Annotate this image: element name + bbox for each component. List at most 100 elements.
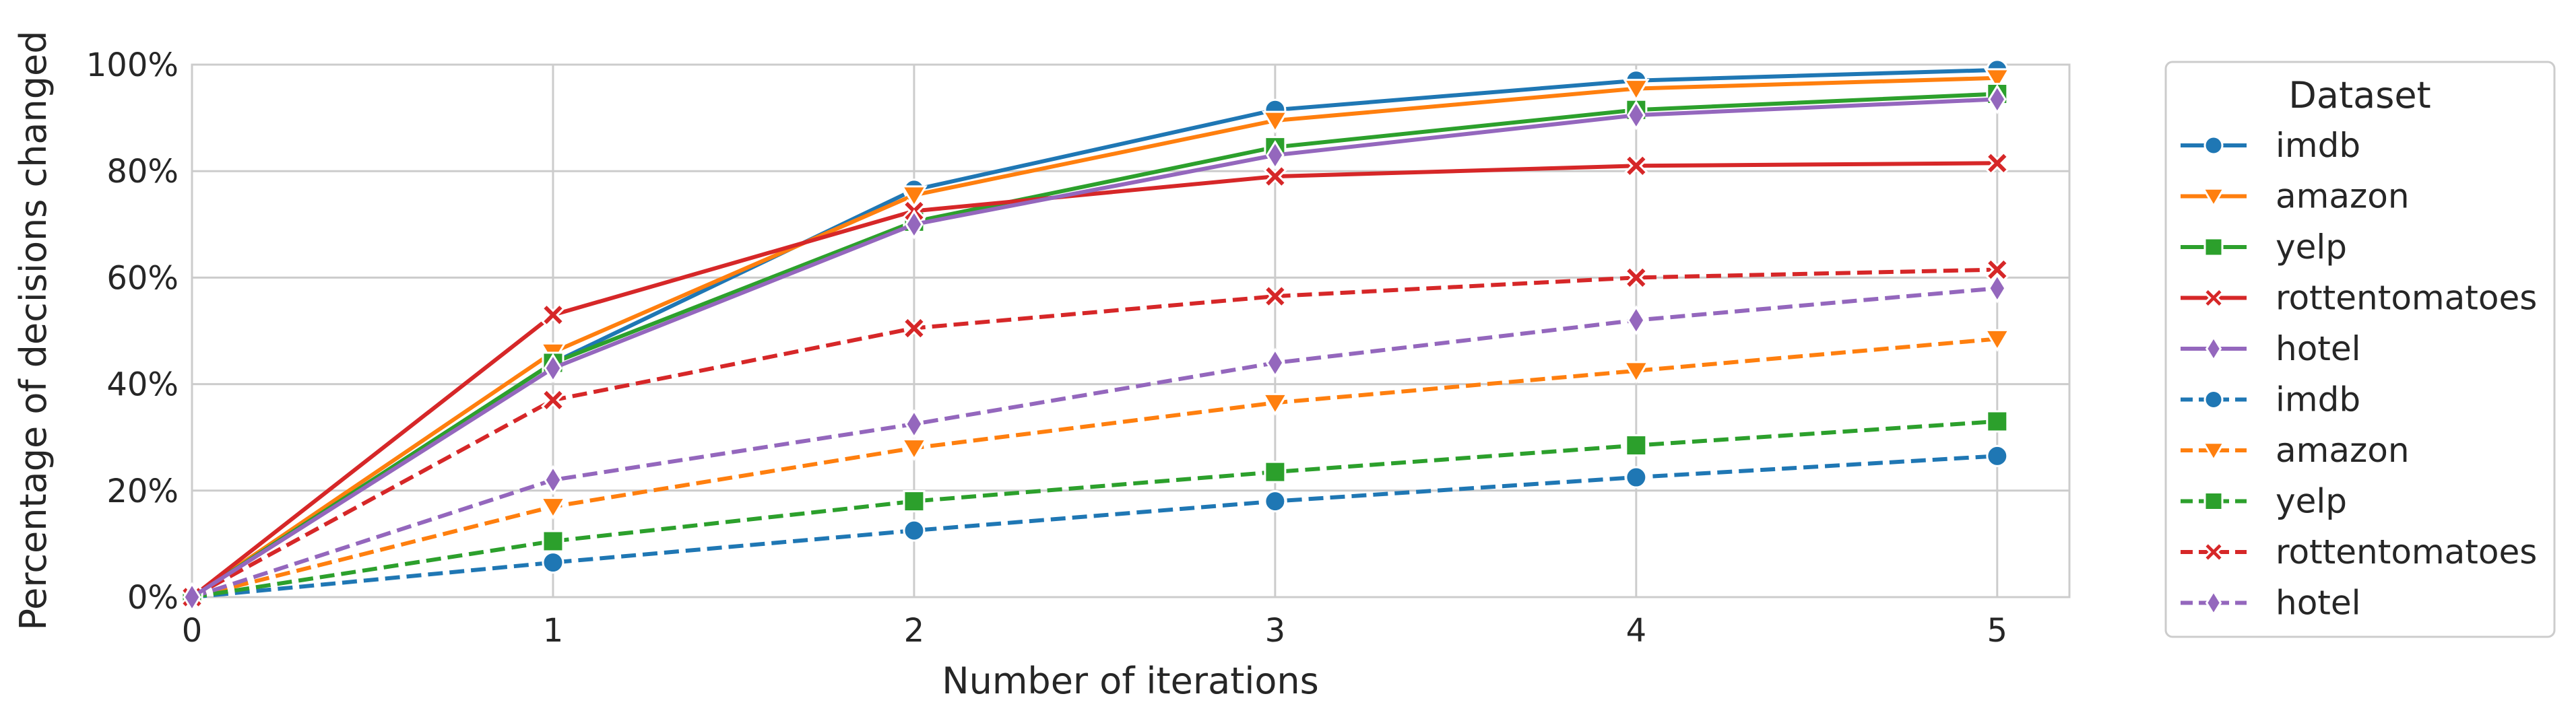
y-tick-label: 80% — [106, 153, 179, 191]
series-line — [191, 75, 1997, 599]
data-point — [2203, 541, 2224, 563]
legend-item: yelp — [2181, 228, 2347, 267]
x-tick-label: 0 — [182, 612, 203, 650]
data-point — [2205, 589, 2222, 617]
data-point — [1985, 151, 2009, 176]
data-point — [905, 209, 924, 240]
series-amazon-dashed — [179, 329, 2011, 611]
data-point — [1264, 460, 1287, 483]
data-point — [1988, 84, 2007, 114]
data-point — [1988, 273, 2007, 304]
y-tick-label: 40% — [106, 366, 179, 404]
series-line — [191, 97, 1997, 599]
y-tick-label: 0% — [127, 579, 179, 617]
data-point — [903, 519, 926, 542]
legend: Dataset imdb amazon yelp rottentomatoes hote… — [2164, 61, 2556, 638]
data-point — [542, 530, 565, 553]
series-line — [191, 161, 1997, 599]
legend-item: amazon — [2181, 431, 2410, 470]
series-imdb-solid — [181, 59, 2009, 609]
data-point — [901, 185, 928, 209]
data-point — [2201, 442, 2226, 462]
series-line — [191, 419, 1997, 599]
x-tick-label: 4 — [1626, 612, 1647, 650]
data-point — [1263, 284, 1287, 308]
data-point — [2203, 237, 2224, 257]
series-line — [191, 67, 1997, 599]
series-hotel-dashed — [183, 273, 2007, 613]
data-point — [1263, 164, 1287, 188]
legend-label: amazon — [2276, 431, 2410, 470]
data-point — [544, 353, 562, 384]
legend-title: Dataset — [2288, 74, 2430, 116]
series-line — [191, 337, 1998, 599]
data-point — [1266, 140, 1285, 170]
data-point — [905, 409, 924, 440]
series-line — [191, 454, 1997, 599]
legend-label: imdb — [2276, 380, 2360, 419]
data-point — [1627, 305, 1646, 336]
x-tick-label: 1 — [543, 612, 564, 650]
x-tick-labels: 0 1 2 3 4 5 — [182, 612, 2007, 650]
data-point — [901, 438, 928, 461]
data-point — [1622, 79, 1650, 102]
data-point — [902, 316, 926, 341]
legend-item: rottentomatoes — [2181, 279, 2537, 318]
data-point — [1622, 361, 1650, 384]
y-tick-label: 100% — [86, 46, 179, 84]
data-point — [1266, 347, 1285, 378]
data-point — [2205, 335, 2222, 362]
y-tick-label: 60% — [106, 259, 179, 297]
data-point — [1985, 257, 2009, 282]
series-rottentomatoes-solid — [180, 151, 2009, 609]
series-yelp-dashed — [181, 410, 2009, 609]
legend-item: hotel — [2181, 584, 2361, 623]
x-axis-label: Number of iterations — [942, 660, 1319, 702]
data-point — [2203, 135, 2224, 156]
legend-label: hotel — [2276, 329, 2361, 368]
data-point — [1983, 68, 2011, 92]
grid-lines — [191, 63, 2069, 598]
legend-label: rottentomatoes — [2276, 279, 2537, 318]
y-tick-label: 20% — [106, 473, 179, 510]
y-axis-label: Percentage of decisions changed — [12, 30, 55, 630]
series-line — [191, 267, 1997, 599]
series-hotel-solid — [183, 84, 2007, 613]
series-group — [179, 59, 2011, 613]
legend-label: hotel — [2276, 584, 2361, 623]
legend-item: rottentomatoes — [2181, 532, 2537, 572]
data-point — [2203, 491, 2224, 511]
data-point — [540, 497, 567, 520]
legend-item: imdb — [2181, 126, 2360, 165]
data-point — [542, 551, 565, 574]
data-point — [1623, 153, 1648, 178]
legend-label: amazon — [2276, 177, 2410, 216]
plot-frame — [191, 63, 2071, 598]
legend-item: amazon — [2181, 177, 2410, 216]
legend-label: yelp — [2276, 482, 2347, 521]
x-tick-label: 2 — [904, 612, 925, 650]
data-point — [541, 388, 565, 413]
series-imdb-dashed — [181, 444, 2009, 609]
data-point — [1986, 410, 2009, 433]
x-tick-label: 5 — [1987, 612, 2008, 650]
data-point — [1627, 100, 1646, 131]
data-point — [1983, 329, 2011, 352]
series-line — [191, 286, 1998, 599]
legend-item: imdb — [2181, 380, 2360, 419]
data-point — [1262, 392, 1289, 416]
legend-label: imdb — [2276, 126, 2360, 165]
data-point — [903, 490, 926, 513]
data-point — [1986, 444, 2009, 467]
legend-frame — [2164, 61, 2556, 638]
legend-items: imdb amazon yelp rottentomatoes hotel imdb ama… — [2181, 126, 2537, 623]
legend-item: yelp — [2181, 482, 2347, 521]
data-point — [183, 582, 201, 613]
data-point — [541, 302, 565, 327]
x-tick-label: 3 — [1265, 612, 1286, 650]
data-point — [1264, 490, 1287, 513]
data-point — [2203, 390, 2224, 409]
series-line — [191, 92, 1997, 599]
data-point — [1623, 265, 1648, 290]
